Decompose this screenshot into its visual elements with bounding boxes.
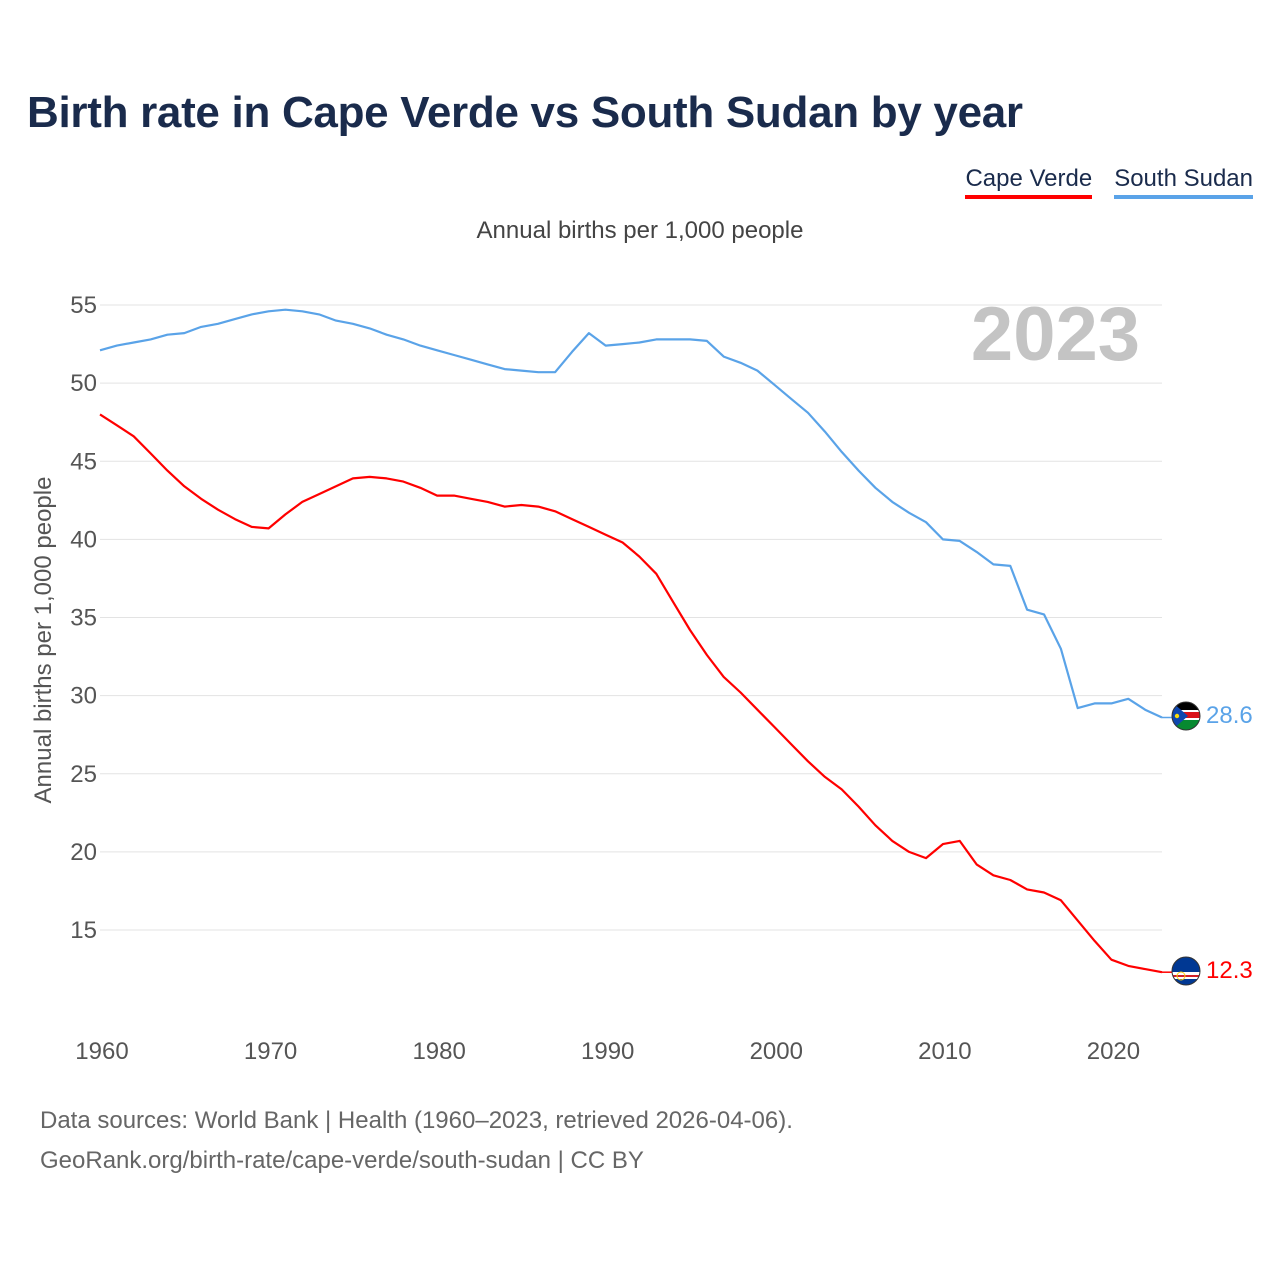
y-tick-label: 30 xyxy=(70,683,97,710)
x-tick-label: 1960 xyxy=(75,1038,128,1065)
legend-item-cape-verde[interactable]: Cape Verde xyxy=(965,165,1093,199)
y-tick-label: 15 xyxy=(70,917,97,944)
legend-item-south-sudan[interactable]: South Sudan xyxy=(1114,165,1253,199)
source-line-2[interactable]: GeoRank.org/birth-rate/cape-verde/south-… xyxy=(40,1147,644,1174)
y-tick-label: 25 xyxy=(70,761,97,788)
x-axis-ticks: 1960 1970 1980 1990 2000 2010 2020 xyxy=(75,1038,1140,1065)
x-tick-label: 2000 xyxy=(750,1038,803,1065)
source-line-1: Data sources: World Bank | Health (1960–… xyxy=(40,1107,793,1134)
x-tick-label: 2020 xyxy=(1087,1038,1140,1065)
series-line-south-sudan[interactable] xyxy=(99,308,1163,719)
series-group xyxy=(99,308,1172,974)
end-label-cape-verde: 12.3 xyxy=(1206,957,1253,984)
series-line-cape-verde[interactable] xyxy=(99,413,1163,974)
cape-verde-flag-icon xyxy=(1172,957,1200,985)
legend: Cape Verde South Sudan xyxy=(965,165,1253,199)
y-axis-label: Annual births per 1,000 people xyxy=(30,477,57,804)
south-sudan-flag-icon xyxy=(1172,702,1200,730)
chart-title: Birth rate in Cape Verde vs South Sudan … xyxy=(27,88,1023,137)
y-tick-label: 45 xyxy=(70,448,97,475)
y-tick-label: 55 xyxy=(70,292,97,319)
y-tick-label: 35 xyxy=(70,605,97,632)
x-tick-label: 1990 xyxy=(581,1038,634,1065)
chart-subtitle: Annual births per 1,000 people xyxy=(476,217,804,244)
y-tick-label: 50 xyxy=(70,370,97,397)
year-watermark: 2023 xyxy=(971,292,1140,377)
end-label-south-sudan: 28.6 xyxy=(1206,702,1253,729)
y-tick-label: 40 xyxy=(70,526,97,553)
x-tick-label: 2010 xyxy=(918,1038,971,1065)
y-axis-ticks: 15 20 25 30 35 40 45 50 55 xyxy=(70,292,97,944)
y-tick-label: 20 xyxy=(70,839,97,866)
x-tick-label: 1980 xyxy=(412,1038,465,1065)
x-tick-label: 1970 xyxy=(244,1038,297,1065)
gridlines xyxy=(100,304,1162,931)
